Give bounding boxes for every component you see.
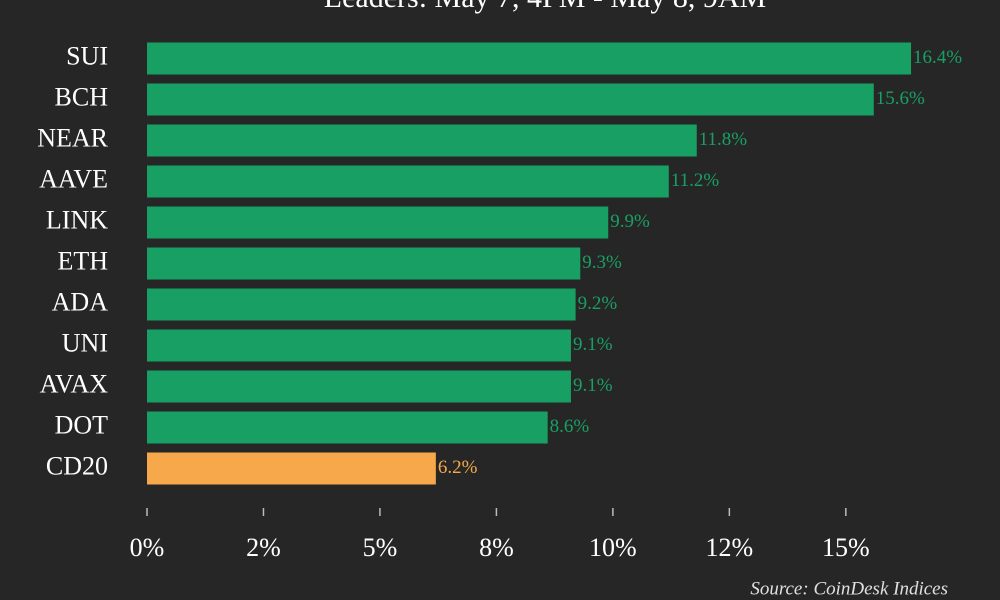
x-tick-label: 5% <box>363 533 398 562</box>
value-label: 9.2% <box>578 293 618 314</box>
value-label: 11.2% <box>671 170 720 191</box>
value-label: 9.3% <box>582 252 622 273</box>
source-note: Source: CoinDesk Indices <box>750 578 948 599</box>
value-label: 11.8% <box>699 129 748 150</box>
y-tick-label: ADA <box>52 287 109 316</box>
bar <box>147 42 912 75</box>
bar <box>147 247 581 280</box>
bar <box>147 329 571 362</box>
value-label: 8.6% <box>550 416 590 437</box>
value-label: 6.2% <box>438 457 478 478</box>
y-tick-label: CD20 <box>46 451 108 480</box>
bar <box>147 206 609 239</box>
x-tick-label: 15% <box>822 533 870 562</box>
x-tick-label: 10% <box>589 533 637 562</box>
y-tick-label: LINK <box>46 205 108 234</box>
value-label: 9.9% <box>610 211 650 232</box>
bar <box>147 165 669 198</box>
y-tick-label: ETH <box>57 246 108 275</box>
chart-title: Leaders: May 7, 4PM - May 8, 9AM <box>324 0 766 14</box>
value-label: 9.1% <box>573 334 613 355</box>
y-tick-label: UNI <box>62 328 108 357</box>
bar <box>147 452 436 485</box>
x-tick-label: 0% <box>130 533 165 562</box>
y-tick-label: AVAX <box>40 369 109 398</box>
x-tick-label: 12% <box>706 533 754 562</box>
y-tick-label: NEAR <box>37 123 108 152</box>
value-label: 15.6% <box>876 88 925 109</box>
y-tick-label: BCH <box>55 82 109 111</box>
value-label: 9.1% <box>573 375 613 396</box>
y-tick-label: AAVE <box>39 164 108 193</box>
bar <box>147 288 576 321</box>
y-tick-label: SUI <box>66 41 108 70</box>
x-tick-label: 8% <box>479 533 514 562</box>
bar <box>147 124 697 157</box>
x-tick-label: 2% <box>246 533 281 562</box>
y-tick-label: DOT <box>55 410 109 439</box>
bar <box>147 83 874 116</box>
bar <box>147 370 571 403</box>
bar <box>147 411 548 444</box>
value-label: 16.4% <box>913 47 962 68</box>
